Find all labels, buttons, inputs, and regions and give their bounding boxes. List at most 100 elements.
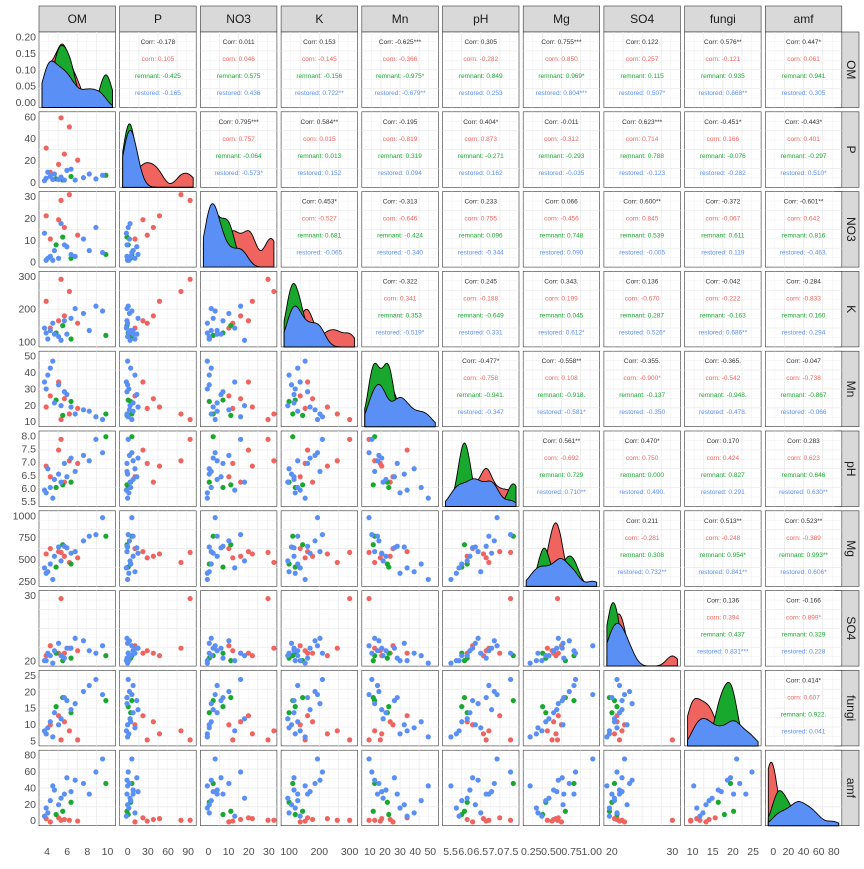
- corr-text-Mn-amf: corn: -0.738: [786, 375, 821, 382]
- data-point: [60, 234, 66, 240]
- data-point: [43, 145, 49, 151]
- data-point: [214, 553, 220, 559]
- data-point: [391, 545, 398, 551]
- data-point: [58, 416, 64, 423]
- data-point: [730, 791, 737, 797]
- data-point: [60, 808, 66, 814]
- data-point: [347, 416, 353, 423]
- data-point: [314, 643, 321, 649]
- data-point: [123, 379, 129, 385]
- data-point: [68, 404, 74, 410]
- data-point: [614, 725, 620, 731]
- data-point: [295, 365, 301, 371]
- data-point: [488, 707, 495, 713]
- data-point: [206, 569, 212, 575]
- x-tick-label-OM: 6: [64, 846, 70, 858]
- data-point: [265, 416, 271, 423]
- data-point: [539, 728, 545, 734]
- x-tick-label-OM: 10: [102, 846, 114, 858]
- data-point: [372, 549, 378, 555]
- data-point: [411, 650, 417, 656]
- x-tick-label-OM: 4: [44, 846, 50, 858]
- data-point: [370, 658, 376, 664]
- corr-text-P-amf: remnant: -0.297: [781, 153, 827, 160]
- data-point: [187, 549, 193, 556]
- data-point: [470, 545, 476, 551]
- strip-label-right-Mn: Mn: [844, 381, 858, 398]
- strip-label-right-NO3: NO3: [844, 217, 858, 242]
- data-point: [75, 157, 81, 163]
- data-point: [187, 197, 193, 203]
- corr-text-OM-pH: restored: 0.253: [459, 90, 503, 97]
- data-point: [314, 691, 321, 698]
- data-point: [291, 545, 297, 551]
- corr-text-fungi-amf: remnant: 0.922.: [781, 711, 827, 718]
- corr-text-pH-Mg: Corr: 0.561**: [543, 438, 581, 445]
- data-point: [249, 551, 255, 557]
- y-tick-label-K: 200: [18, 304, 36, 316]
- data-point: [510, 697, 516, 704]
- corr-text-OM-Mn: corn: -0.366: [383, 56, 418, 63]
- data-point: [204, 490, 210, 496]
- data-point: [68, 789, 74, 795]
- data-point: [379, 789, 385, 795]
- data-point: [75, 648, 81, 654]
- data-point: [391, 697, 398, 704]
- data-point: [475, 549, 481, 555]
- data-point: [497, 650, 503, 656]
- data-point: [150, 650, 156, 656]
- density-restored: [202, 203, 274, 268]
- corr-text-SO4-fungi: remnant: 0.437: [701, 632, 745, 639]
- data-point: [712, 815, 718, 821]
- data-point: [140, 318, 146, 324]
- data-point: [285, 716, 291, 722]
- data-point: [103, 434, 109, 440]
- corr-text-Mn-pH: Corr: -0.477*: [462, 358, 500, 365]
- corr-text-P-fungi: restored: -0.282: [700, 170, 746, 177]
- corr-text-OM-P: restored: -0.165: [135, 90, 181, 97]
- corr-text-OM-K: corn: -0.145: [302, 56, 337, 63]
- y-tick-label-amf: 20: [24, 799, 36, 811]
- data-point: [478, 569, 484, 575]
- data-point: [249, 463, 255, 469]
- data-point: [187, 595, 193, 602]
- data-point: [238, 414, 244, 420]
- density-restored: [767, 801, 840, 827]
- y-tick-label-NO3: 20: [24, 213, 36, 225]
- data-point: [86, 458, 92, 464]
- data-point: [55, 549, 62, 555]
- data-point: [366, 549, 372, 556]
- data-point: [461, 694, 468, 701]
- data-point: [53, 811, 59, 818]
- data-point: [208, 701, 214, 707]
- data-point: [383, 648, 389, 654]
- data-point: [218, 391, 224, 398]
- corr-text-pH-SO4: remnant: 0.000: [620, 472, 664, 479]
- data-point: [72, 549, 78, 555]
- data-point: [560, 722, 566, 728]
- x-tick-label-K: 100: [280, 846, 298, 858]
- data-point: [58, 220, 64, 227]
- y-tick-label-pH: 5.5: [21, 496, 36, 508]
- data-point: [285, 558, 291, 564]
- data-point: [347, 595, 353, 602]
- data-point: [51, 331, 58, 337]
- data-point: [397, 570, 403, 576]
- data-point: [472, 722, 478, 728]
- data-point: [126, 570, 132, 576]
- data-point: [483, 655, 489, 661]
- data-point: [486, 817, 492, 823]
- data-point: [45, 466, 51, 472]
- data-point: [58, 436, 64, 442]
- data-point: [103, 332, 109, 338]
- data-point: [156, 653, 163, 659]
- data-point: [749, 769, 755, 775]
- data-point: [297, 545, 303, 552]
- data-point: [448, 783, 454, 789]
- data-point: [271, 288, 277, 295]
- data-point: [204, 358, 210, 364]
- corr-text-K-pH: corn: -0.188: [463, 295, 498, 302]
- data-point: [366, 737, 372, 743]
- data-point: [68, 707, 74, 713]
- data-point: [507, 817, 514, 823]
